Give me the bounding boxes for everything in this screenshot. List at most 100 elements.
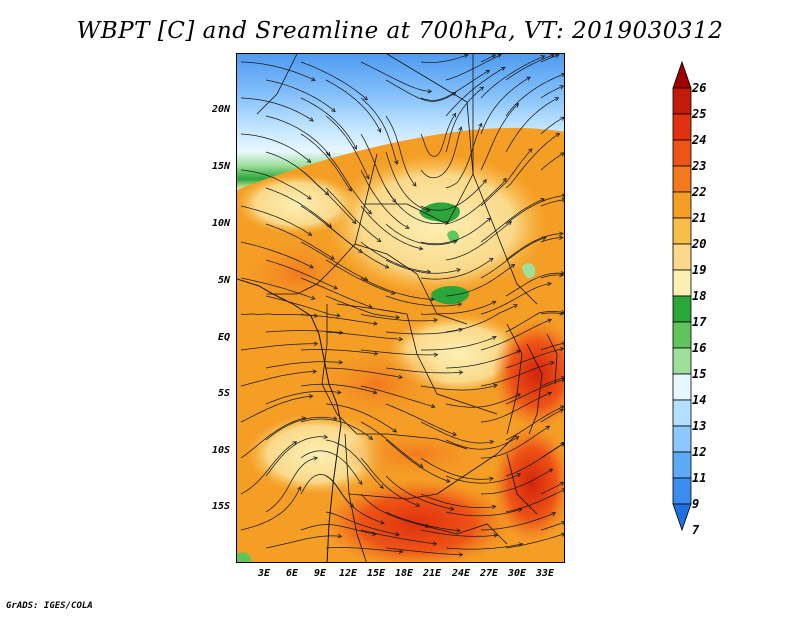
x-tick-15e: 15E [366,568,386,579]
streamline [300,313,378,325]
streamline-arrow [372,389,378,395]
streamline [300,349,378,355]
streamline-arrow [352,145,357,150]
streamline [505,443,564,477]
streamline [420,179,487,211]
streamline-arrow [514,103,520,108]
streamline [480,392,552,423]
streamline-arrow [427,88,433,94]
streamline [480,198,545,243]
streamline [265,416,337,441]
streamline-arrow [412,182,417,187]
streamline [265,390,341,405]
y-tick-5s: 5S [217,388,230,399]
y-tick-20n: 20N [211,104,230,115]
colorbar-label: 13 [692,419,707,433]
streamline [480,148,533,207]
streamline [300,169,357,224]
streamline [445,123,482,189]
footer-credit: GrADS: IGES/COLA [6,601,93,611]
warm-patch-west [237,234,357,314]
streamline [505,73,564,117]
colorbar-label: 22 [692,185,707,199]
cool-patch-southwest [247,414,387,494]
streamline [265,79,336,112]
colorbar-label: 16 [692,341,707,355]
streamline [445,473,521,484]
colorbar-label: 21 [692,211,707,225]
streamline [240,97,314,122]
colorbar-segment [672,87,692,115]
x-tick-21e: 21E [422,568,442,579]
streamline-arrow [559,482,564,487]
map-title: WBPT [C] and Sreamline at 700hPa, VT: 20… [76,18,724,44]
streamline [445,264,515,297]
colorbar-label: 15 [692,367,707,381]
streamline [265,457,318,513]
streamline-arrow [559,272,564,278]
streamline-arrow [560,116,564,121]
streamline-arrow [555,132,561,138]
streamline-arrow [310,295,316,300]
streamline-arrow [485,70,491,74]
streamline-arrow [493,533,499,538]
streamline-arrow [516,349,522,355]
country-borders [256,54,558,562]
x-tick-27e: 27E [479,568,499,579]
streamline [420,257,494,280]
streamline-arrow [491,54,497,59]
streamline-arrow [456,528,461,533]
colorbar-segment [672,373,692,401]
colorbar-segment [672,425,692,453]
streamline-arrow [549,361,555,366]
streamline-arrow [551,511,557,517]
streamline [385,403,457,436]
streamline-arrow [554,54,560,59]
streamline [300,383,377,394]
streamline-arrow [323,434,329,440]
streamline [505,272,564,297]
streamline-arrow [452,431,457,436]
streamline-arrow [309,264,314,269]
streamline-arrow [561,520,564,526]
streamline [360,61,432,92]
streamline-arrow [338,360,344,365]
streamline-arrow [559,347,564,352]
colorbar-segment [672,399,692,427]
streamline-arrow [526,76,531,81]
colorbar-segment [672,113,692,141]
streamline [385,328,463,335]
streamline [445,436,519,450]
streamline [480,425,550,459]
streamline [240,417,306,459]
streamline-arrow [458,126,463,131]
streamline [420,301,496,315]
streamline [540,274,564,279]
streamline [480,237,547,279]
streamline-arrow [457,302,463,307]
streamline [240,277,315,300]
streamline-arrow [464,54,469,59]
streamline [265,436,328,477]
streamline-arrow [398,549,404,554]
streamline [360,277,435,300]
streamline [480,319,552,351]
warm-band-south [337,426,497,482]
colorbar-segment [672,321,692,349]
streamline [240,371,317,387]
streamline [540,342,564,351]
streamline-arrow [430,297,435,302]
colorbar-label: 9 [692,497,700,511]
streamline-arrow [310,76,316,82]
streamline-arrow [349,503,355,508]
streamline-arrow [306,195,312,200]
streamline [385,151,430,212]
x-tick-9e: 9E [313,568,327,579]
streamline [360,529,437,545]
streamline-arrow [392,428,398,433]
x-tick-12e: 12E [338,568,358,579]
streamline-arrow [292,441,298,446]
streamline-arrow [394,160,399,165]
warm-patch-center [307,344,447,424]
streamline [240,395,313,423]
